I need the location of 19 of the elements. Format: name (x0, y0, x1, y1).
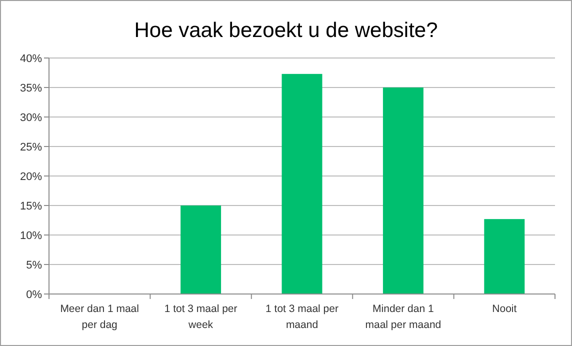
y-tick-label: 35% (20, 82, 42, 94)
bar (282, 74, 322, 294)
bar (180, 206, 222, 294)
bar (484, 219, 525, 294)
x-tick-label: Minder dan 1 maal per maand (365, 303, 442, 331)
bar (382, 88, 424, 294)
x-tick-label: 1 tot 3 maal per maand (266, 303, 339, 331)
x-tick-label: Meer dan 1 maal per dag (60, 303, 139, 331)
x-tick-label: Nooit (492, 303, 517, 315)
y-tick-label: 30% (20, 112, 42, 124)
y-tick-label: 5% (26, 259, 42, 272)
y-tick-label: 10% (20, 230, 42, 242)
y-tick-label: 25% (20, 141, 42, 154)
x-tick-label: 1 tot 3 maal per week (164, 303, 238, 331)
y-tick-label: 0% (26, 288, 42, 301)
y-tick-label: 15% (20, 200, 42, 212)
y-tick-label: 40% (20, 52, 42, 65)
y-tick-label: 20% (20, 170, 42, 183)
chart-title: Hoe vaak bezoekt u de website? (134, 19, 438, 42)
